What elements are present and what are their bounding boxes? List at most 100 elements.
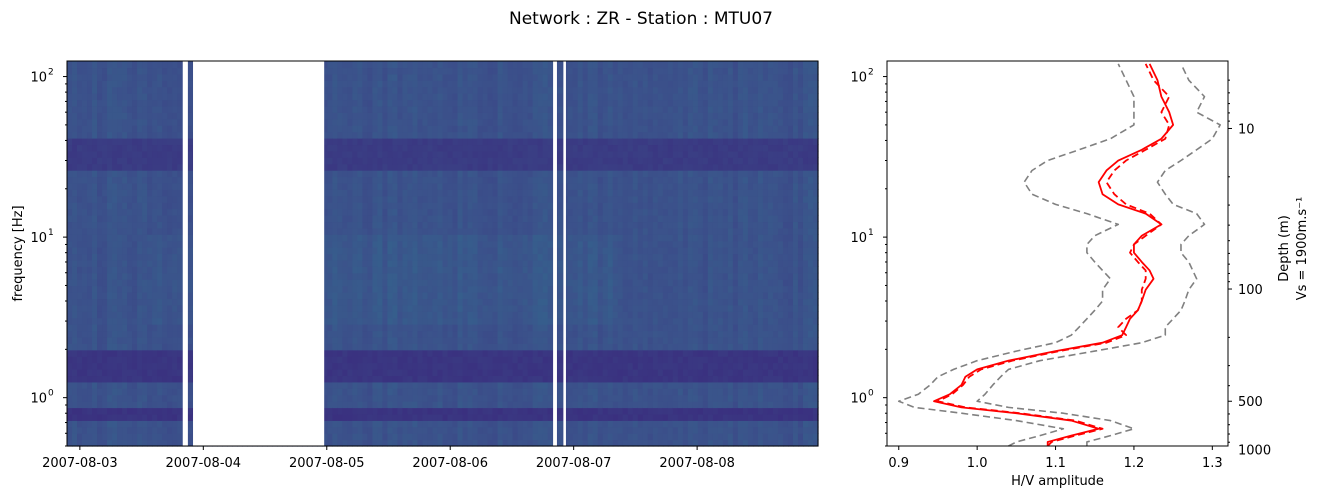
spectrogram-cell [352,279,358,287]
spectrogram-cell [322,266,328,274]
spectrogram-cell [367,317,374,325]
spectrogram-cell [142,426,148,434]
spectrogram-cell [137,150,143,158]
spectrogram-cell [367,247,374,255]
spectrogram-cell [92,170,98,178]
spectrogram-cell [77,240,83,248]
spectrogram-cell [67,292,73,300]
spectrogram-cell [102,73,108,81]
spectrogram-cell [362,259,368,267]
spectrogram-cell [122,266,128,274]
spectrogram-cell [127,215,133,223]
spectrogram-cell [77,413,83,421]
spectrogram-cell [467,394,474,402]
spectrogram-cell [402,247,409,255]
spectrogram-cell [452,221,459,229]
spectrogram-cell [107,234,113,242]
spectrogram-cell [322,247,328,255]
spectrogram-cell [172,208,178,216]
spectrogram-cell [417,433,424,441]
spectrogram-cell [347,420,353,428]
spectrogram-cell [187,99,193,107]
spectrogram-cell [77,420,83,428]
spectrogram-cell [402,439,409,447]
spectrogram-cell [362,67,368,75]
spectrogram-cell [72,105,78,113]
spectrogram-cell [377,266,384,274]
spectrogram-cell [387,420,394,428]
spectrogram-cell [332,67,338,75]
spectrogram-cell [452,394,459,402]
spectrogram-cell [132,80,138,88]
spectrogram-cell [72,208,78,216]
spectrogram-cell [382,317,389,325]
spectrogram-cell [382,298,389,306]
spectrogram-cell [127,259,133,267]
spectrogram-cell [322,144,328,152]
spectrogram-cell [77,330,83,338]
spectrogram-cell [382,189,389,197]
spectrogram-cell [112,99,118,107]
spectrogram-cell [452,349,459,357]
spectrogram-cell [92,413,98,421]
spectrogram-cell [97,80,103,88]
spectrogram-cell [122,426,128,434]
spectrogram-cell [127,208,133,216]
spectrogram-cell [472,433,479,441]
spectrogram-cell [157,144,163,152]
spectrogram-cell [102,67,108,75]
spectrogram-cell [142,195,148,203]
spectrogram-cell [142,157,148,165]
spectrogram-cell [67,349,73,357]
spectrogram-cell [377,349,384,357]
spectrogram-cell [332,369,338,377]
spectrogram-cell [442,73,449,81]
spectrogram-cell [87,195,93,203]
spectrogram-cell [347,227,353,235]
spectrogram-cell [377,227,384,235]
spectrogram-cell [477,330,484,338]
spectrogram-cell [167,401,173,409]
spectrogram-cell [117,317,123,325]
spectrogram-cell [327,182,333,190]
spectrogram-cell [117,292,123,300]
spectrogram-cell [92,150,98,158]
spectrogram-cell [82,413,88,421]
spectrogram-cell [87,317,93,325]
spectrogram-cell [402,375,409,383]
spectrogram-cell [112,407,118,415]
spectrogram-cell [332,420,338,428]
spectrogram-cell [462,253,469,261]
spectrogram-cell [77,182,83,190]
spectrogram-cell [102,208,108,216]
spectrogram-cell [77,67,83,75]
spectrogram-cell [112,157,118,165]
spectrogram-cell [97,426,103,434]
spectrogram-cell [462,182,469,190]
spectrogram-cell [97,144,103,152]
spectrogram-cell [112,227,118,235]
spectrogram-cell [402,67,409,75]
spectrogram-cell [352,170,358,178]
spectrogram-cell [72,86,78,94]
spectrogram-cell [162,182,168,190]
spectrogram-cell [397,208,404,216]
spectrogram-cell [452,381,459,389]
spectrogram-cell [357,426,363,434]
spectrogram-cell [127,61,133,69]
spectrogram-cell [472,336,479,344]
spectrogram-cell [412,433,419,441]
spectrogram-cell [342,356,348,364]
spectrogram-cell [397,176,404,184]
spectrogram-cell [342,150,348,158]
spectrogram-cell [407,61,414,69]
spectrogram-cell [172,311,178,319]
spectrogram-cell [432,266,439,274]
spectrogram-cell [172,125,178,133]
spectrogram-cell [407,317,414,325]
spectrogram-cell [152,413,158,421]
spectrogram-cell [122,227,128,235]
spectrogram-cell [167,208,173,216]
spectrogram-cell [97,176,103,184]
spectrogram-cell [347,131,353,139]
